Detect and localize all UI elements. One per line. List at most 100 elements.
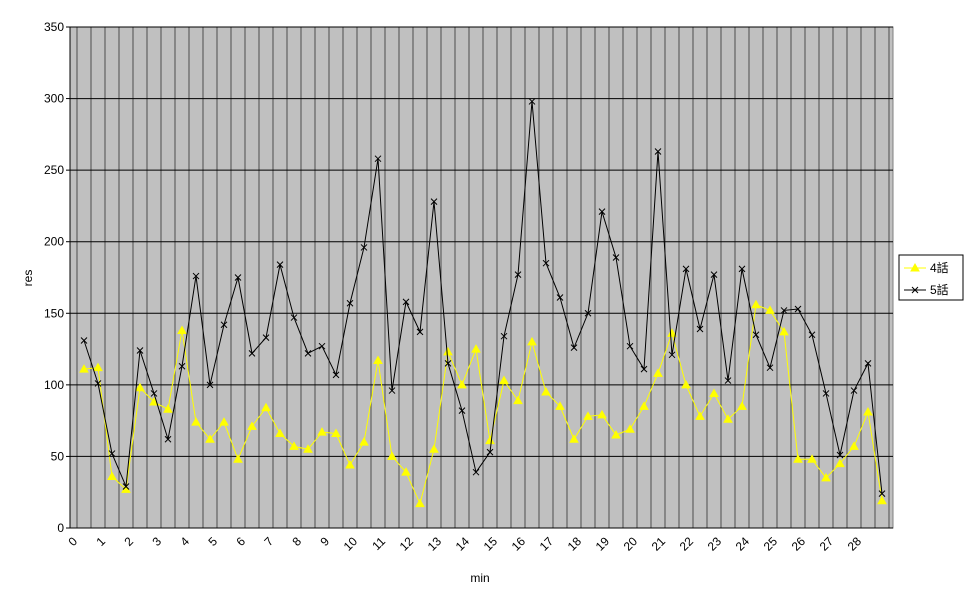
x-tick-label: 4	[177, 534, 192, 549]
x-tick-label: 14	[453, 534, 473, 554]
y-tick-label: 0	[57, 521, 64, 535]
y-tick-label: 300	[44, 92, 64, 106]
point	[429, 444, 439, 453]
point	[220, 321, 228, 329]
x-tick-label: 21	[649, 534, 669, 554]
point	[205, 434, 215, 443]
point	[276, 261, 284, 268]
point	[765, 305, 775, 314]
x-tick-label: 28	[845, 534, 865, 554]
point	[388, 387, 396, 394]
point	[626, 342, 634, 350]
x-tick-label: 10	[341, 534, 361, 554]
point	[486, 448, 494, 456]
point	[514, 271, 522, 278]
x-tick-label: 2	[121, 534, 136, 549]
point	[345, 460, 355, 469]
point	[570, 344, 578, 351]
point	[877, 495, 887, 505]
point	[527, 336, 537, 346]
point	[751, 299, 761, 309]
x-tick-label: 0	[65, 534, 80, 549]
point	[247, 421, 257, 430]
point	[849, 441, 859, 450]
x-tick-label: 27	[817, 534, 837, 554]
point	[695, 411, 705, 420]
y-tick-label: 350	[44, 20, 64, 34]
legend	[898, 254, 964, 301]
point	[766, 364, 774, 372]
point	[79, 364, 89, 373]
point	[430, 198, 438, 205]
y-axis-title: res	[21, 270, 35, 287]
point	[234, 274, 242, 281]
point	[178, 362, 186, 370]
x-tick-label: 18	[565, 534, 585, 554]
point	[346, 299, 354, 307]
x-tick-label: 15	[481, 534, 501, 554]
point	[569, 434, 579, 443]
point	[598, 208, 606, 216]
x-tick-label: 23	[705, 534, 725, 554]
point	[261, 402, 271, 412]
point	[457, 379, 467, 389]
point	[122, 483, 130, 490]
point	[542, 259, 550, 267]
point	[555, 401, 565, 410]
point	[485, 435, 495, 445]
point	[878, 490, 886, 497]
point	[499, 375, 509, 385]
x-tick-label: 16	[509, 534, 529, 554]
point	[612, 254, 620, 261]
point	[864, 360, 872, 367]
point	[682, 265, 690, 273]
point	[219, 417, 229, 426]
point	[471, 344, 481, 353]
point	[150, 390, 158, 397]
point	[108, 450, 116, 457]
x-tick-label: 20	[621, 534, 641, 554]
point	[696, 325, 704, 333]
point	[415, 498, 425, 508]
point	[780, 307, 788, 314]
point	[332, 371, 340, 379]
point	[416, 328, 424, 336]
x-tick-label: 19	[593, 534, 613, 554]
point	[681, 379, 691, 389]
point	[794, 305, 802, 313]
plot-area	[69, 26, 894, 529]
point	[402, 298, 410, 306]
x-tick-label: 3	[149, 534, 164, 549]
point	[304, 350, 312, 357]
point	[248, 350, 256, 357]
point	[472, 468, 480, 476]
point	[737, 401, 747, 410]
point	[303, 444, 313, 453]
point	[373, 355, 383, 365]
point	[640, 365, 648, 373]
point	[807, 454, 817, 463]
point	[808, 331, 816, 339]
point	[528, 98, 536, 105]
point	[710, 271, 718, 278]
point	[836, 451, 844, 459]
point	[723, 414, 733, 423]
point	[374, 155, 382, 163]
point	[164, 435, 172, 443]
point	[80, 337, 88, 344]
point	[177, 325, 187, 334]
point	[262, 334, 270, 341]
point	[863, 407, 873, 416]
y-tick-label: 250	[44, 163, 64, 177]
point	[779, 326, 789, 336]
point	[513, 395, 523, 405]
point	[835, 458, 845, 468]
point	[850, 387, 858, 394]
point	[541, 387, 551, 396]
point	[443, 346, 453, 356]
point	[793, 454, 803, 463]
legend-label: 5話	[930, 282, 949, 297]
point	[752, 331, 760, 339]
point	[93, 362, 103, 372]
point	[107, 471, 117, 480]
